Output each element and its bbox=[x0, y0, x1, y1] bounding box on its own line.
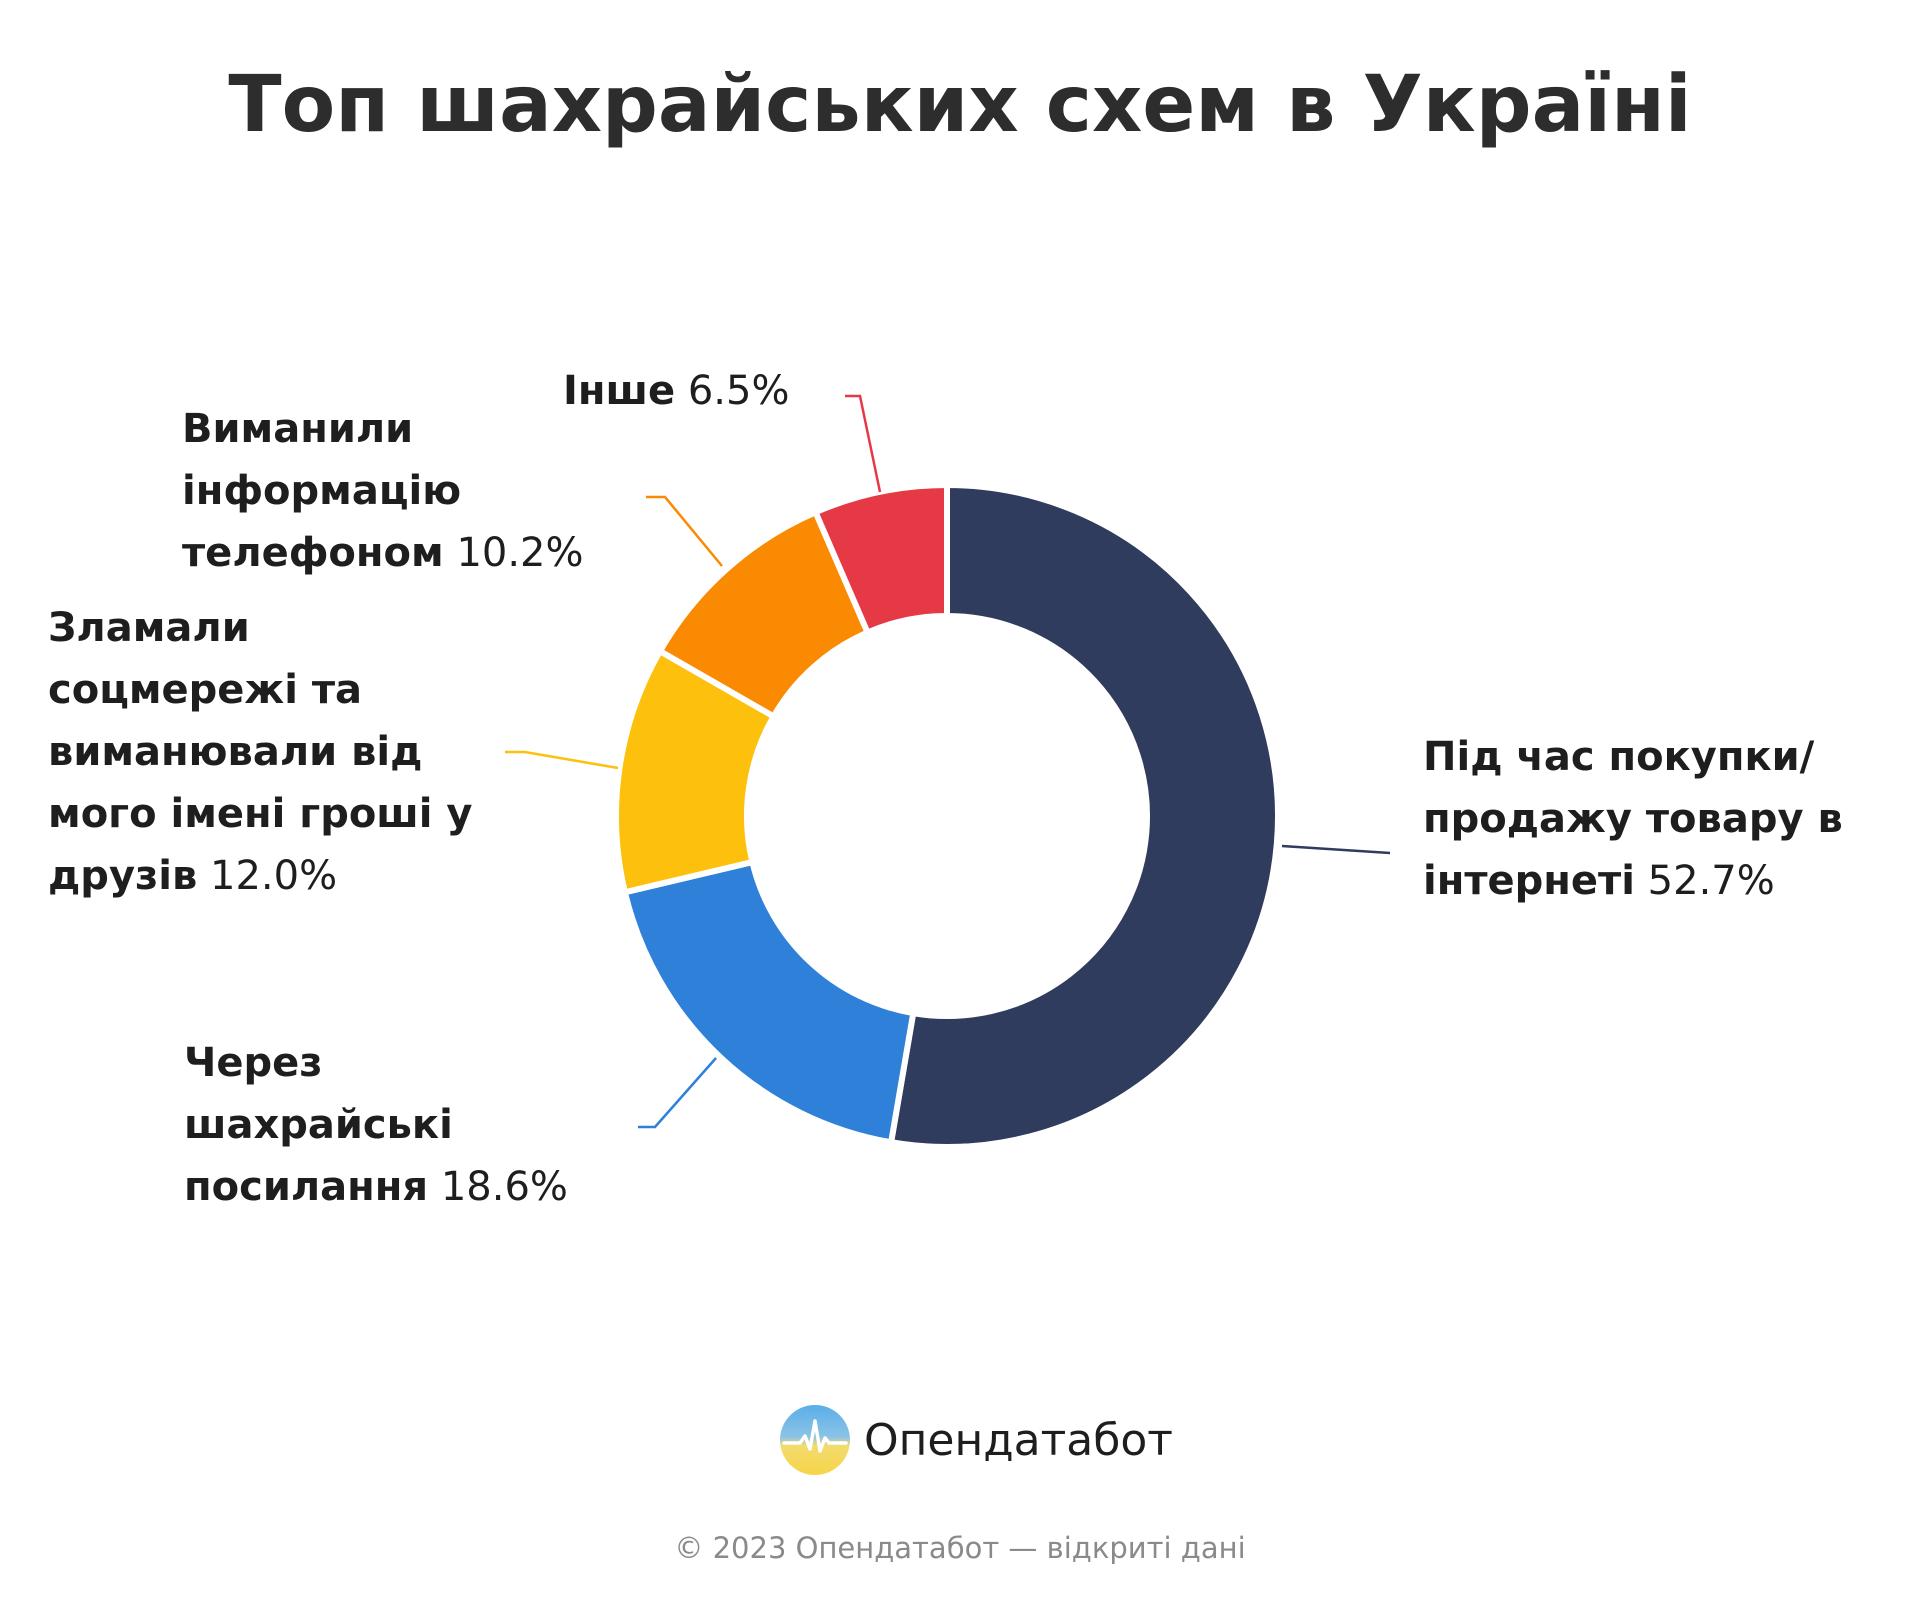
slice-label-value: 10.2% bbox=[456, 530, 584, 576]
slice-label-value: 18.6% bbox=[440, 1164, 568, 1210]
slice-label-online-trade: Під час покупки/продажу товару в інтерне… bbox=[1423, 726, 1893, 912]
brand-name: Опендатабот bbox=[864, 1414, 1173, 1466]
opendatabot-logo-icon bbox=[780, 1405, 850, 1475]
slice-label-name: Під час покупки/продажу товару в інтерне… bbox=[1423, 734, 1843, 904]
slice-phishing-links-leader-line bbox=[638, 1057, 717, 1129]
slice-online-trade bbox=[888, 482, 1281, 1150]
slice-label-name: Зламали соцмережі та виманювали від мого… bbox=[48, 605, 473, 899]
slice-other-leader-line bbox=[845, 394, 882, 493]
slice-label-value: 6.5% bbox=[687, 368, 790, 414]
slice-phishing-links bbox=[621, 859, 917, 1146]
slice-label-value: 12.0% bbox=[210, 853, 338, 899]
slice-label-hacked-social: Зламали соцмережі та виманювали від мого… bbox=[48, 597, 488, 907]
copyright-notice: © 2023 Опендатабот — відкриті дані bbox=[674, 1531, 1246, 1565]
slice-label-value: 52.7% bbox=[1647, 858, 1775, 904]
slice-label-phone-fraud: Виманили інформацію телефоном 10.2% bbox=[182, 398, 622, 584]
slice-online-trade-leader-line bbox=[1281, 844, 1391, 855]
slice-label-other: Інше 6.5% bbox=[563, 360, 863, 422]
brand-logo: Опендатабот bbox=[778, 1402, 1173, 1478]
chart-title: Топ шахрайських схем в Україні bbox=[228, 60, 1692, 150]
slice-other bbox=[812, 482, 950, 636]
slice-label-name: Виманили інформацію телефоном bbox=[182, 406, 462, 576]
slice-label-phishing-links: Через шахрайські посилання 18.6% bbox=[184, 1032, 604, 1218]
slice-label-name: Інше bbox=[563, 368, 676, 414]
slice-phone-fraud-leader-line bbox=[646, 495, 723, 567]
slice-label-name: Через шахрайські посилання bbox=[184, 1040, 453, 1210]
slice-hacked-social-leader-line bbox=[505, 750, 619, 770]
